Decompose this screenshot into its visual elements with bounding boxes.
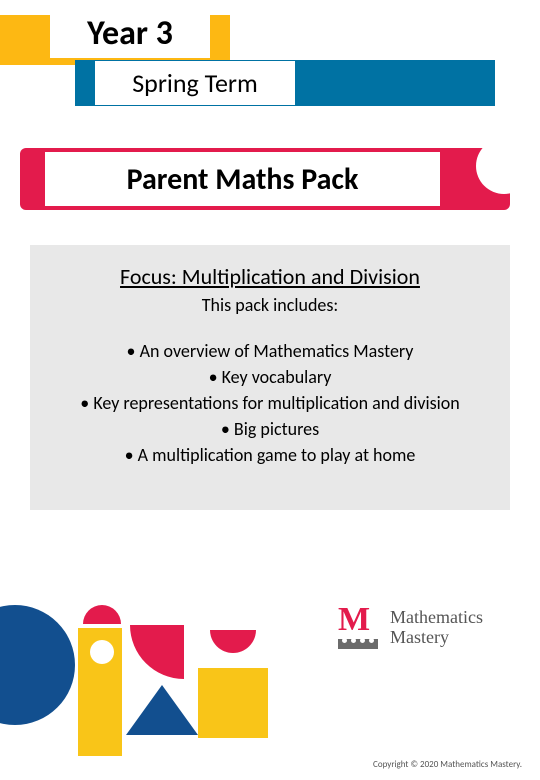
logo-dot	[342, 638, 347, 643]
year-label: Year 3	[50, 8, 210, 58]
shape-circle	[0, 605, 75, 725]
logo-line1: Mathematics	[390, 608, 483, 628]
list-item: • Key representations for multiplication…	[44, 390, 496, 416]
logo-dot	[360, 638, 365, 643]
title-notch	[476, 138, 532, 194]
logo-text: Mathematics Mastery	[390, 608, 483, 648]
logo-m-icon: M	[338, 603, 382, 637]
logo-bar	[338, 639, 378, 649]
page-title: Parent Maths Pack	[45, 152, 440, 206]
shape-quarter	[130, 625, 184, 679]
shape-half-top	[83, 605, 121, 624]
shape-half-bottom	[210, 630, 256, 653]
bullet-list: • An overview of Mathematics Mastery • K…	[44, 338, 496, 468]
content-box: Focus: Multiplication and Division This …	[30, 245, 510, 510]
focus-heading: Focus: Multiplication and Division	[44, 263, 496, 290]
logo-dot	[351, 638, 356, 643]
logo-line2: Mastery	[390, 628, 483, 648]
shape-triangle	[126, 685, 198, 735]
decorative-shapes	[0, 570, 300, 780]
list-item: • An overview of Mathematics Mastery	[44, 338, 496, 364]
logo: M Mathematics Mastery	[338, 598, 518, 658]
list-item: • A multiplication game to play at home	[44, 442, 496, 468]
shape-dot	[90, 640, 114, 664]
list-item: • Big pictures	[44, 416, 496, 442]
header-block: Year 3 Spring Term	[0, 0, 540, 150]
list-item: • Key vocabulary	[44, 364, 496, 390]
logo-mark: M	[338, 603, 382, 653]
shape-square	[198, 668, 268, 738]
term-label: Spring Term	[95, 61, 295, 105]
includes-label: This pack includes:	[44, 294, 496, 316]
copyright: Copyright © 2020 Mathematics Mastery.	[373, 759, 522, 770]
logo-dot	[369, 638, 374, 643]
